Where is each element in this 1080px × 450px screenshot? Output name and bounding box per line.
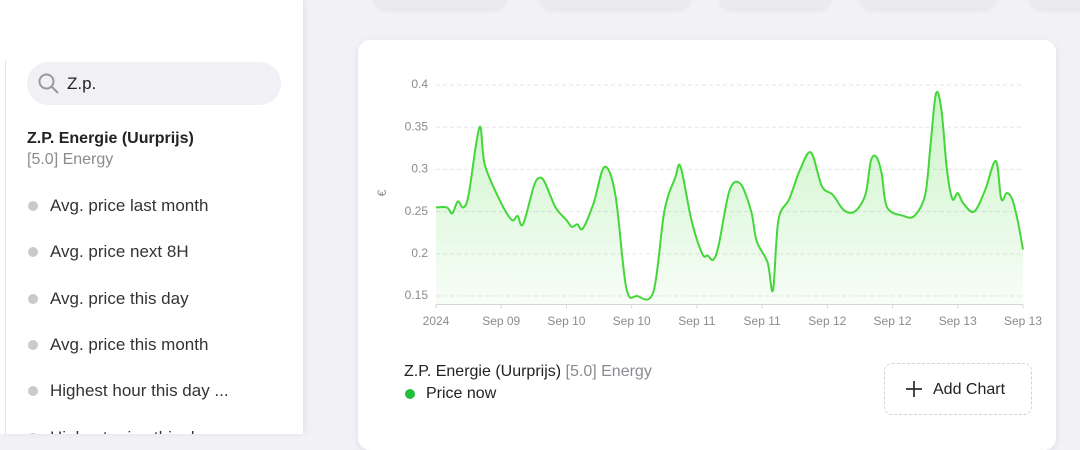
x-tick-label: Sep 11 — [744, 314, 781, 328]
list-dot — [28, 386, 38, 397]
top-card — [375, 0, 505, 8]
list-item[interactable]: Highest hour this day ... — [50, 381, 229, 401]
line — [435, 90, 1024, 301]
y-tick-label: 0.35 — [405, 119, 429, 133]
plus-icon — [906, 381, 922, 397]
list-item[interactable]: Highest price this day — [50, 428, 213, 435]
y-tick-label: 0.15 — [405, 288, 429, 302]
area — [436, 91, 1023, 305]
y-tick-label: 0.25 — [405, 204, 429, 218]
rail — [5, 60, 6, 434]
list-item[interactable]: Avg. price this month — [50, 334, 209, 354]
x-tick-label: Sep 13 — [1004, 314, 1042, 328]
legend-label: Price now — [426, 385, 497, 402]
x-tick-label: 2024 — [423, 314, 450, 328]
list-dot — [28, 432, 38, 434]
legend-dot — [405, 389, 415, 399]
list-dot — [28, 293, 38, 304]
x-tick-label: Sep 12 — [874, 314, 912, 328]
sidebar: Z.p. Z.P. Energie (Uurprijs) [5.0] Energ… — [0, 0, 303, 434]
card-subtitle: [5.0] Energy — [565, 363, 652, 380]
list-dot — [28, 201, 38, 211]
card-title: Z.P. Energie (Uurprijs) [5.0] Energy — [404, 363, 652, 381]
x-tick-label: Sep 09 — [482, 314, 520, 328]
y-axis-label: € — [375, 189, 389, 196]
x-tick-label: Sep 12 — [808, 314, 846, 328]
button-label: Add Chart — [933, 381, 1006, 398]
x-tick-label: Sep 13 — [939, 314, 977, 328]
y-tick-label: 0.4 — [411, 77, 428, 91]
list-item[interactable]: Avg. price last month — [50, 196, 209, 215]
entity-title: Z.P. Energie (Uurprijs) — [27, 130, 194, 147]
search-box[interactable]: Z.p. — [27, 62, 281, 105]
list-item[interactable]: Avg. price next 8H — [50, 242, 189, 262]
chart: € 0.15 0.2 0.25 0.3 0.35 0.4 2024 Sep 09 Sep 10 S… — [375, 77, 1042, 328]
y-tick-label: 0.3 — [411, 162, 428, 176]
y-tick-label: 0.2 — [411, 246, 428, 260]
search-icon — [38, 73, 59, 94]
card-title-text: Z.P. Energie (Uurprijs) — [404, 363, 562, 380]
top-card — [720, 0, 830, 8]
entity-subtitle: [5.0] Energy — [27, 151, 114, 168]
list-dot — [28, 247, 38, 258]
top-card — [860, 0, 995, 8]
add-chart-button[interactable]: Add Chart — [884, 363, 1032, 415]
x-tick-label: Sep 10 — [547, 314, 585, 328]
list-dot — [28, 339, 38, 350]
x-tick-label: Sep 11 — [678, 314, 715, 328]
top-card — [540, 0, 690, 8]
x-tick-label: Sep 10 — [613, 314, 651, 328]
search-text: Z.p. — [67, 74, 97, 93]
top-card — [1030, 0, 1080, 8]
list-item[interactable]: Avg. price this day — [50, 288, 189, 308]
